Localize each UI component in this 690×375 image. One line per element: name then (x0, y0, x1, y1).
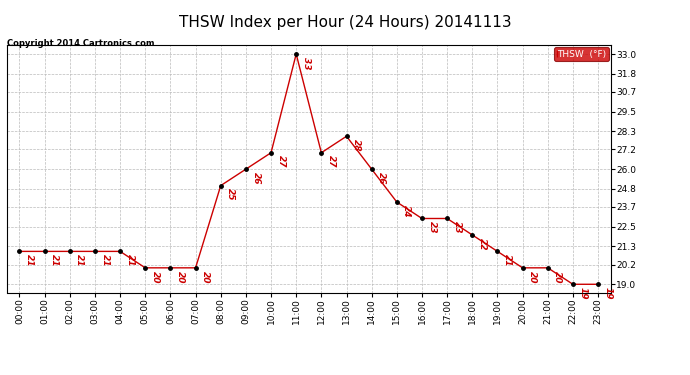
Text: 28: 28 (352, 139, 361, 152)
Text: 26: 26 (377, 172, 386, 184)
Text: 21: 21 (50, 254, 59, 267)
Text: 21: 21 (101, 254, 110, 267)
Text: 33: 33 (302, 57, 310, 69)
Text: 22: 22 (478, 238, 487, 250)
Text: 23: 23 (453, 221, 462, 234)
Text: 27: 27 (277, 156, 286, 168)
Text: Copyright 2014 Cartronics.com: Copyright 2014 Cartronics.com (7, 39, 155, 48)
Text: 27: 27 (327, 156, 336, 168)
Text: THSW Index per Hour (24 Hours) 20141113: THSW Index per Hour (24 Hours) 20141113 (179, 15, 511, 30)
Text: 20: 20 (151, 271, 160, 283)
Text: 21: 21 (503, 254, 512, 267)
Text: 19: 19 (604, 287, 613, 300)
Text: 24: 24 (402, 205, 411, 218)
Text: 20: 20 (528, 271, 537, 283)
Text: 20: 20 (201, 271, 210, 283)
Legend: THSW  (°F): THSW (°F) (554, 47, 609, 61)
Text: 20: 20 (176, 271, 185, 283)
Text: 23: 23 (428, 221, 437, 234)
Text: 26: 26 (251, 172, 260, 184)
Text: 20: 20 (553, 271, 562, 283)
Text: 21: 21 (126, 254, 135, 267)
Text: 21: 21 (75, 254, 84, 267)
Text: 25: 25 (226, 188, 235, 201)
Text: 21: 21 (25, 254, 34, 267)
Text: 19: 19 (578, 287, 587, 300)
